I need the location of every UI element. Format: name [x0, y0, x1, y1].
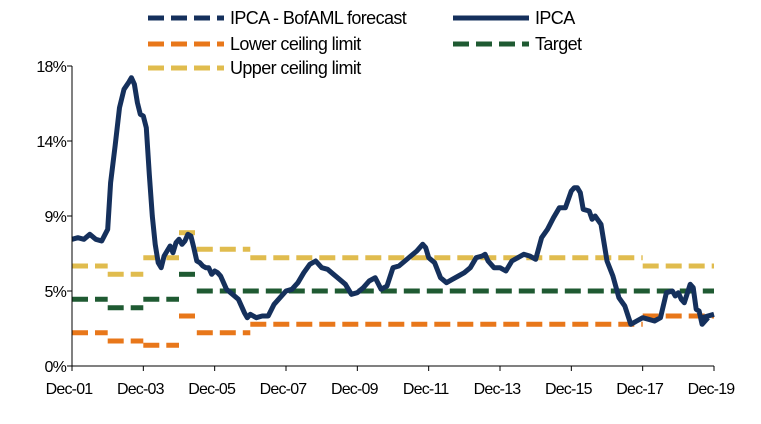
x-tick-label: Dec-17	[616, 381, 664, 398]
legend-label-target: Target	[535, 34, 582, 54]
x-tick-label: Dec-19	[688, 381, 736, 398]
x-tick-label: Dec-07	[260, 381, 308, 398]
x-tick-label: Dec-01	[46, 381, 94, 398]
series-layer	[71, 75, 715, 348]
chart-legend: IPCA - BofAML forecast IPCA Lower ceilin…	[148, 8, 583, 78]
y-tick-label: 0%	[44, 359, 66, 376]
series-ipca-line	[71, 75, 710, 327]
legend-label-lower-ceiling-limit: Lower ceiling limit	[230, 34, 361, 54]
axes	[67, 65, 715, 371]
y-tick-label: 14%	[36, 134, 66, 151]
legend-label-ipca-bofaml-forecast: IPCA - BofAML forecast	[230, 8, 407, 28]
x-tick-label: Dec-11	[403, 381, 449, 398]
y-tick-label: 18%	[36, 59, 66, 76]
y-axis-tick-labels: 0% 5% 9% 14% 18%	[36, 59, 67, 376]
legend-item-upper-ceiling-limit: Upper ceiling limit	[148, 58, 362, 78]
legend-item-ipca: IPCA	[453, 8, 576, 28]
x-tick-label: Dec-05	[188, 381, 236, 398]
y-tick-label: 9%	[44, 209, 66, 226]
legend-item-lower-ceiling-limit: Lower ceiling limit	[148, 34, 362, 54]
series-ipca-bofaml-forecast-line	[701, 311, 715, 321]
legend-item-ipca-bofaml-forecast: IPCA - BofAML forecast	[148, 8, 407, 28]
legend-item-target: Target	[453, 34, 583, 54]
x-tick-label: Dec-13	[474, 381, 522, 398]
x-tick-label: Dec-15	[545, 381, 593, 398]
legend-label-ipca: IPCA	[535, 8, 575, 28]
y-tick-label: 5%	[44, 284, 66, 301]
x-tick-label: Dec-09	[331, 381, 379, 398]
x-axis-tick-labels: Dec-01 Dec-03 Dec-05 Dec-07 Dec-09 Dec-11 Dec-…	[46, 381, 736, 398]
x-tick-label: Dec-03	[117, 381, 165, 398]
legend-label-upper-ceiling-limit: Upper ceiling limit	[230, 58, 361, 78]
